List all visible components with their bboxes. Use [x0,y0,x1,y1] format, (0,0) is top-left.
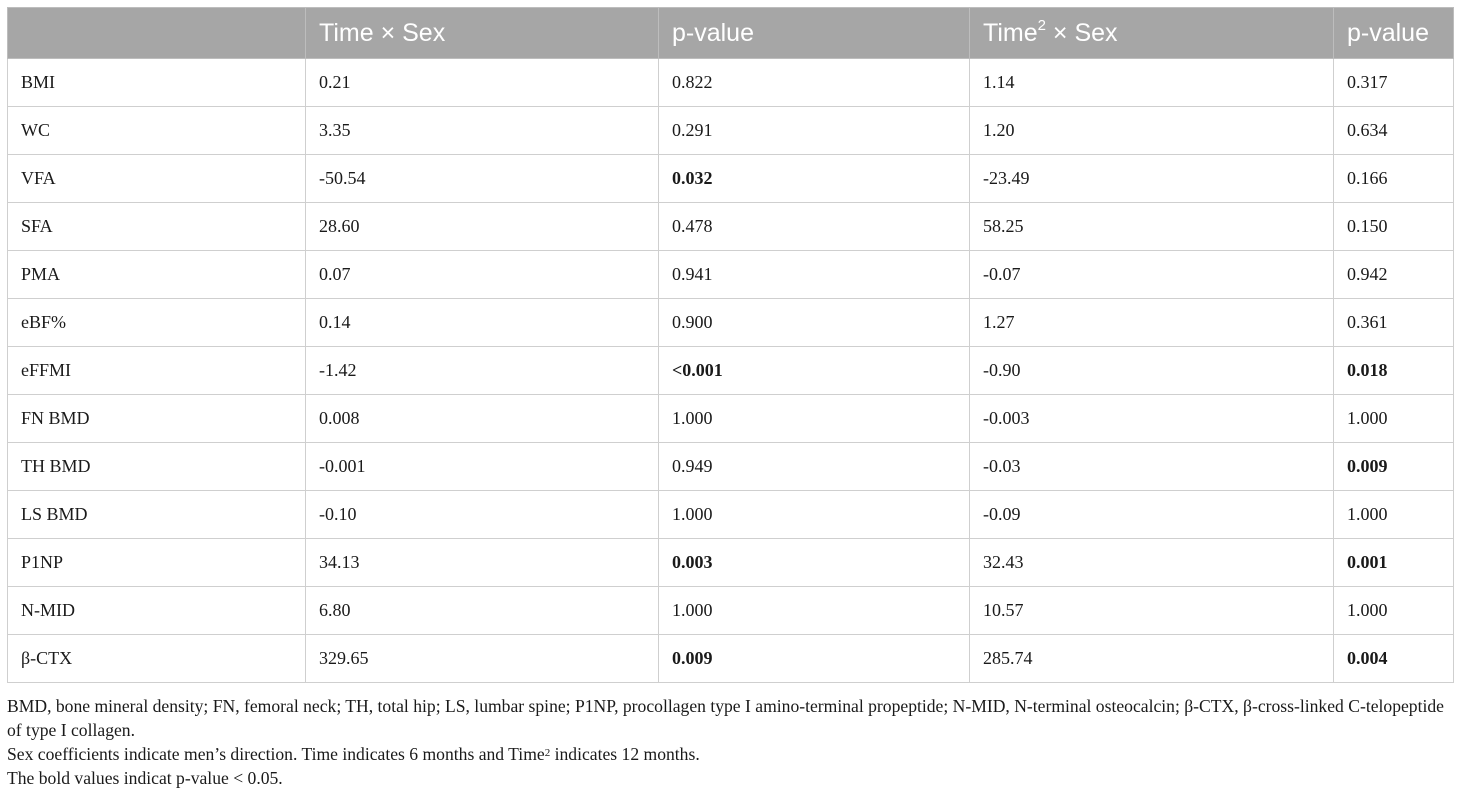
time2-sex-p-value-cell: 1.000 [1333,490,1454,539]
footnote-abbreviations: BMD, bone mineral density; FN, femoral n… [7,696,1444,740]
time2-sex-coefficient-cell: -0.003 [969,394,1334,443]
header-cell-p-value-1: p-value [658,7,970,59]
time2-sex-p-value-cell: 1.000 [1333,394,1454,443]
interaction-results-table: Time × Sex p-value Time2 × Sex p-value B… [7,7,1454,683]
row-label-cell: FN BMD [7,394,306,443]
time2-sex-coefficient-cell: 32.43 [969,538,1334,587]
time-sex-p-value-cell: <0.001 [658,346,970,395]
time2-sex-p-value-cell: 0.150 [1333,202,1454,251]
row-label-cell: N-MID [7,586,306,635]
time-sex-coefficient-cell: -0.10 [305,490,659,539]
row-label-cell: β-CTX [7,634,306,683]
time-sex-p-value-cell: 0.032 [658,154,970,203]
time2-sex-coefficient-cell: -0.09 [969,490,1334,539]
time2-sex-coefficient-cell: 285.74 [969,634,1334,683]
row-label-cell: SFA [7,202,306,251]
time-sex-coefficient-cell: 0.008 [305,394,659,443]
header-cell-empty [7,7,306,59]
time2-sex-coefficient-cell: -0.90 [969,346,1334,395]
time-sex-p-value-cell: 0.941 [658,250,970,299]
time2-sex-p-value-cell: 0.942 [1333,250,1454,299]
table-header: Time × Sex p-value Time2 × Sex p-value [7,7,1454,59]
time2-sex-coefficient-cell: 1.27 [969,298,1334,347]
row-label-cell: eBF% [7,298,306,347]
time-sex-p-value-cell: 0.822 [658,58,970,107]
table-row: P1NP 34.13 0.003 32.43 0.001 [7,538,1454,587]
header-cell-time-sex: Time × Sex [305,7,659,59]
time-sex-p-value-cell: 0.009 [658,634,970,683]
time-sex-p-value-cell: 1.000 [658,490,970,539]
table-row: WC 3.35 0.291 1.20 0.634 [7,106,1454,155]
time-sex-coefficient-cell: 0.07 [305,250,659,299]
table-row: VFA -50.54 0.032 -23.49 0.166 [7,154,1454,203]
row-label-cell: TH BMD [7,442,306,491]
table-row: eFFMI -1.42 <0.001 -0.90 0.018 [7,346,1454,395]
time-sex-coefficient-cell: 0.21 [305,58,659,107]
footnote-bold-values: The bold values indicat p-value < 0.05. [7,768,283,788]
table-row: LS BMD -0.10 1.000 -0.09 1.000 [7,490,1454,539]
time-sex-coefficient-cell: 3.35 [305,106,659,155]
time-sex-coefficient-cell: -50.54 [305,154,659,203]
time-sex-p-value-cell: 0.478 [658,202,970,251]
time2-sex-p-value-cell: 0.009 [1333,442,1454,491]
time2-sex-p-value-cell: 0.018 [1333,346,1454,395]
table-row: β-CTX 329.65 0.009 285.74 0.004 [7,634,1454,683]
row-label-cell: BMI [7,58,306,107]
time-sex-p-value-cell: 0.900 [658,298,970,347]
time-sex-p-value-cell: 1.000 [658,586,970,635]
time-sex-coefficient-cell: 329.65 [305,634,659,683]
row-label-cell: WC [7,106,306,155]
table-row: eBF% 0.14 0.900 1.27 0.361 [7,298,1454,347]
time-sex-p-value-cell: 0.949 [658,442,970,491]
table-body: BMI 0.21 0.822 1.14 0.317 WC 3.35 0.291 1.20 0.63… [7,58,1454,683]
time2-sex-p-value-cell: 0.634 [1333,106,1454,155]
time-sex-coefficient-cell: 0.14 [305,298,659,347]
row-label-cell: LS BMD [7,490,306,539]
header-row: Time × Sex p-value Time2 × Sex p-value [7,7,1454,59]
row-label-cell: eFFMI [7,346,306,395]
time2-sex-p-value-cell: 0.166 [1333,154,1454,203]
time-sex-coefficient-cell: 34.13 [305,538,659,587]
table-row: BMI 0.21 0.822 1.14 0.317 [7,58,1454,107]
time2-sex-coefficient-cell: 1.20 [969,106,1334,155]
time2-sex-p-value-cell: 0.317 [1333,58,1454,107]
header-superscript: 2 [1037,16,1046,34]
time2-sex-p-value-cell: 0.004 [1333,634,1454,683]
table-footnotes: BMD, bone mineral density; FN, femoral n… [7,694,1457,790]
time-sex-coefficient-cell: -1.42 [305,346,659,395]
footnote-sex-coefficients: Sex coefficients indicate men’s directio… [7,744,700,764]
time-sex-coefficient-cell: 6.80 [305,586,659,635]
table-row: TH BMD -0.001 0.949 -0.03 0.009 [7,442,1454,491]
time-sex-p-value-cell: 0.291 [658,106,970,155]
time2-sex-coefficient-cell: 58.25 [969,202,1334,251]
time2-sex-coefficient-cell: -0.07 [969,250,1334,299]
time2-sex-p-value-cell: 0.361 [1333,298,1454,347]
time2-sex-coefficient-cell: -23.49 [969,154,1334,203]
time2-sex-coefficient-cell: 10.57 [969,586,1334,635]
header-cell-time2-sex: Time2 × Sex [969,7,1334,59]
table-row: SFA 28.60 0.478 58.25 0.150 [7,202,1454,251]
table-row: N-MID 6.80 1.000 10.57 1.000 [7,586,1454,635]
row-label-cell: PMA [7,250,306,299]
results-table-container: Time × Sex p-value Time2 × Sex p-value B… [7,7,1454,683]
header-cell-p-value-2: p-value [1333,7,1454,59]
time2-sex-coefficient-cell: -0.03 [969,442,1334,491]
time2-sex-p-value-cell: 0.001 [1333,538,1454,587]
time-sex-coefficient-cell: -0.001 [305,442,659,491]
time-sex-coefficient-cell: 28.60 [305,202,659,251]
time2-sex-p-value-cell: 1.000 [1333,586,1454,635]
time2-sex-coefficient-cell: 1.14 [969,58,1334,107]
row-label-cell: VFA [7,154,306,203]
time-sex-p-value-cell: 1.000 [658,394,970,443]
table-row: PMA 0.07 0.941 -0.07 0.942 [7,250,1454,299]
table-row: FN BMD 0.008 1.000 -0.003 1.000 [7,394,1454,443]
time-sex-p-value-cell: 0.003 [658,538,970,587]
row-label-cell: P1NP [7,538,306,587]
